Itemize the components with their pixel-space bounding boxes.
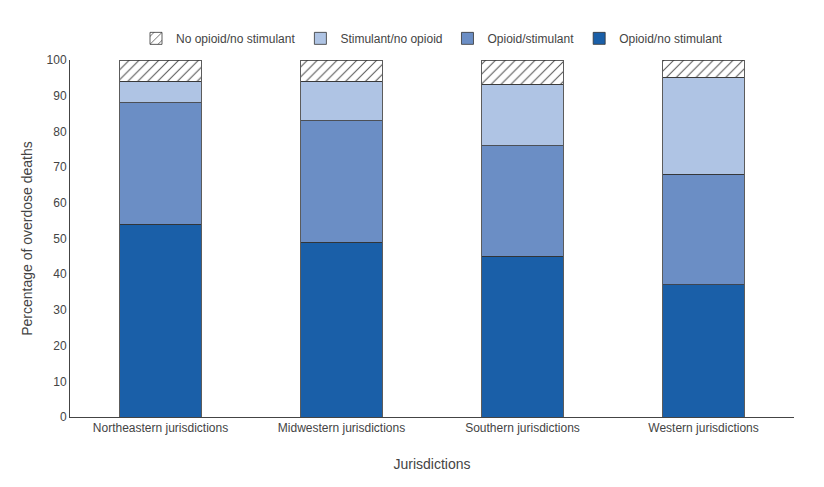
svg-text:90: 90: [53, 89, 67, 103]
svg-text:Southern jurisdictions: Southern jurisdictions: [465, 421, 580, 435]
svg-text:Northeastern jurisdictions: Northeastern jurisdictions: [93, 421, 228, 435]
svg-text:30: 30: [53, 303, 67, 317]
svg-text:0: 0: [60, 410, 67, 424]
svg-text:80: 80: [53, 125, 67, 139]
svg-text:Jurisdictions: Jurisdictions: [393, 456, 470, 472]
svg-text:70: 70: [53, 160, 67, 174]
svg-text:Midwestern jurisdictions: Midwestern jurisdictions: [278, 421, 405, 435]
svg-text:60: 60: [53, 196, 67, 210]
svg-text:10: 10: [53, 375, 67, 389]
svg-text:No opioid/no stimulant: No opioid/no stimulant: [176, 32, 295, 46]
svg-text:40: 40: [53, 267, 67, 281]
svg-text:50: 50: [53, 232, 67, 246]
svg-text:Opioid/stimulant: Opioid/stimulant: [487, 32, 574, 46]
svg-text:Percentage of overdose deaths: Percentage of overdose deaths: [19, 141, 35, 336]
svg-text:Stimulant/no opioid: Stimulant/no opioid: [340, 32, 442, 46]
svg-text:Western jurisdictions: Western jurisdictions: [648, 421, 758, 435]
svg-text:20: 20: [53, 339, 67, 353]
svg-text:Opioid/no stimulant: Opioid/no stimulant: [619, 32, 722, 46]
svg-text:100: 100: [47, 53, 67, 67]
